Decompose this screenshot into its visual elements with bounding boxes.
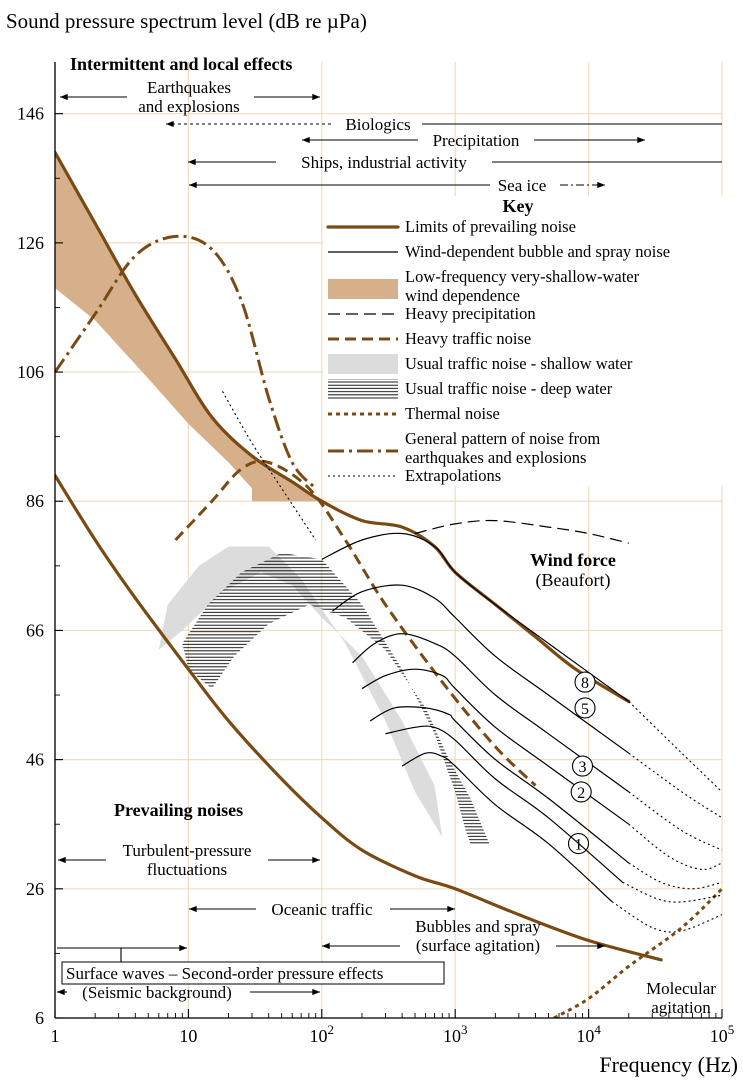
wind-force-marker-5	[574, 697, 596, 719]
turbulent-label-line1: Turbulent-pressure	[123, 841, 252, 860]
ships-label: Ships, industrial activity	[301, 153, 467, 172]
series-dotted-brown-5	[553, 887, 724, 1018]
bubbles-label-line1: Bubbles and spray	[415, 917, 541, 936]
surface-waves-label: Surface waves – Second-order pressure ef…	[66, 964, 383, 983]
seaice-label: Sea ice	[498, 176, 547, 195]
legend-label-3: Heavy precipitation	[405, 304, 536, 323]
wind-curve-extrapolation-3	[628, 823, 723, 871]
y-tick-label-2: 46	[26, 750, 44, 770]
legend-label-8: General pattern of noise from	[405, 429, 600, 448]
legend-label-5: Usual traffic noise - shallow water	[405, 354, 633, 373]
legend-label-4: Heavy traffic noise	[405, 329, 531, 348]
legend-background	[323, 196, 723, 486]
x-tick-label-4: 104	[576, 1022, 601, 1046]
series-dotted-black-6	[222, 391, 317, 541]
earthquakes-label-line2: and explosions	[138, 97, 240, 116]
wind-curve-extra-5	[401, 752, 613, 903]
y-tick-label-4: 86	[26, 491, 44, 511]
wind-force-marker-label-8: 8	[581, 675, 589, 692]
precipitation-label: Precipitation	[433, 131, 520, 150]
legend-title: Key	[503, 196, 534, 216]
surface-waves-box	[61, 961, 445, 985]
wind-curve-5	[332, 584, 630, 754]
oceanic-label: Oceanic traffic	[271, 900, 373, 919]
wind-force-marker-label-2: 2	[577, 785, 585, 802]
wind-force-marker-label-1: 1	[574, 837, 582, 854]
wind-curve-extra-6	[385, 725, 624, 883]
band-shallow-wind-dependence	[55, 152, 322, 502]
wind-curve-extrapolation-1	[628, 752, 723, 819]
wind-curve-2	[361, 668, 630, 825]
wind-curve-extrapolation-6	[622, 881, 723, 903]
wind-curve-extrapolation-0	[628, 701, 723, 793]
wind-force-marker-8	[574, 671, 596, 693]
series-thick-brown-0	[55, 150, 631, 704]
legend-label-2: wind dependence	[405, 286, 520, 305]
series-dashed-brown-3	[174, 459, 537, 787]
biologics-label: Biologics	[345, 115, 410, 134]
wind-curves: 8 5 3 2 1	[321, 532, 723, 933]
x-tick-label-0: 1	[51, 1026, 60, 1046]
y-axis-title: Sound pressure spectrum level (dB re µPa…	[6, 9, 367, 33]
y-tick-label-7: 146	[17, 104, 44, 124]
x-tick-label-2: 102	[310, 1022, 335, 1046]
seismic-label: (Seismic background)	[82, 983, 232, 1002]
series-dashed-black-2	[414, 519, 629, 544]
axes: 6 26 46 66 86 106 126 146 1 10 102 103 104 105	[17, 62, 734, 1046]
prevailing-label: Prevailing noises	[114, 800, 243, 820]
molecular-label-line2: agitation	[651, 998, 711, 1017]
wind-force-marker-label-3: 3	[578, 759, 586, 776]
wind-curve-extrapolation-5	[611, 901, 723, 933]
turbulent-label-line2: fluctuations	[147, 860, 227, 879]
x-tick-label-1: 10	[179, 1026, 197, 1046]
legend-label-9: Extrapolations	[405, 466, 501, 485]
legend-swatch-tan-band	[328, 279, 398, 299]
wind-curve-extrapolation-4	[628, 862, 723, 890]
y-tick-label-6: 126	[17, 233, 44, 253]
wind-force-title: Wind force	[530, 550, 616, 570]
legend-label-8: earthquakes and explosions	[405, 448, 586, 467]
legend: Key Limits of prevailing noise Wind-depen…	[323, 196, 723, 486]
wind-force-marker-label-5: 5	[581, 701, 589, 718]
legend-label-1: Wind-dependent bubble and spray noise	[405, 242, 670, 261]
wind-curve-extrapolation-2	[628, 791, 723, 851]
x-tick-label-3: 103	[443, 1022, 468, 1046]
y-tick-label-1: 26	[26, 879, 44, 899]
wind-curve-1	[369, 706, 630, 864]
series-dashdot-brown-4	[55, 234, 317, 490]
y-tick-label-0: 6	[35, 1008, 44, 1028]
bubbles-label-line2: (surface agitation)	[416, 936, 540, 955]
wind-force-subtitle: (Beaufort)	[536, 570, 611, 591]
legend-entries: Limits of prevailing noise Wind-dependent…	[326, 217, 670, 485]
wind-force-marker-3	[571, 755, 594, 777]
y-tick-label-3: 66	[26, 620, 44, 640]
legend-swatch-hatched	[328, 379, 398, 399]
earthquakes-label-line1: Earthquakes	[147, 78, 231, 97]
legend-swatch-gray-band	[328, 354, 398, 374]
legend-label-6: Usual traffic noise - deep water	[405, 379, 613, 398]
legend-label-0: Limits of prevailing noise	[405, 217, 576, 236]
x-tick-label-5: 105	[710, 1022, 735, 1046]
wind-force-marker-2	[570, 781, 592, 803]
x-axis-title: Frequency (Hz)	[599, 1052, 738, 1077]
wind-curve-3	[352, 633, 630, 793]
wind-curve-8	[321, 532, 630, 702]
legend-label-2: Low-frequency very-shallow-water	[405, 267, 640, 286]
intermittent-label: Intermittent and local effects	[70, 54, 292, 74]
legend-label-7: Thermal noise	[405, 404, 500, 423]
bands	[55, 152, 490, 844]
series-thick-brown-1	[55, 473, 663, 962]
band-traffic-deep	[182, 552, 490, 844]
series	[55, 150, 724, 1018]
y-tick-label-5: 106	[17, 362, 44, 382]
annotations: Intermittent and local effects Earthquak…	[57, 54, 722, 1017]
molecular-label-line1: Molecular	[646, 979, 716, 998]
